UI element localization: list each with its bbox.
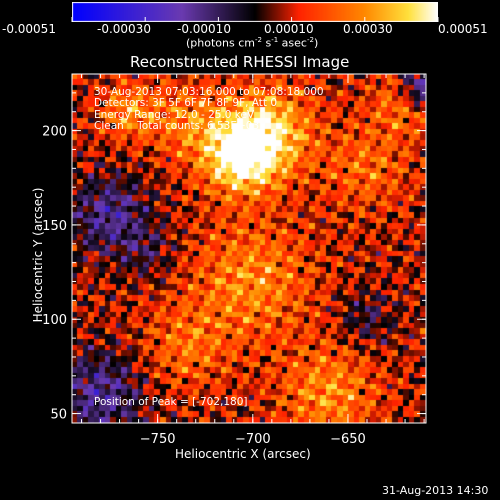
- annotation-energy-range: Energy Range: 12.0 - 25.0 keV: [94, 109, 255, 121]
- annotation-total-counts: Clean Total counts: 6.53E+03: [94, 120, 260, 132]
- annotation-time-range: 30-Aug-2013 07:03:16.000 to 07:08:18.000: [94, 86, 324, 98]
- y-tick-label: 150: [42, 219, 67, 234]
- x-tick-label: −750: [140, 432, 176, 447]
- x-axis-label: Heliocentric X (arcsec): [175, 447, 311, 461]
- colorbar: [72, 2, 438, 22]
- colorbar-tick-label: -0.00030: [97, 22, 151, 36]
- colorbar-units: (photons cm-2 s-1 asec-2): [186, 36, 319, 50]
- colorbar-tick-label: 0.00010: [264, 22, 314, 36]
- colorbar-tick-label: -0.00010: [177, 22, 231, 36]
- x-tick-label: −700: [235, 432, 271, 447]
- colorbar-tick-label: -0.00051: [2, 22, 56, 36]
- annotation-detectors: Detectors: 3F 5F 6F 7F 8F 9F, Att 0: [94, 97, 278, 109]
- y-tick-label: 100: [42, 313, 67, 328]
- y-tick-label: 50: [50, 408, 67, 423]
- x-tick-label: −650: [330, 432, 366, 447]
- peak-position-label: Position of Peak = [-702,180]: [94, 396, 248, 408]
- chart-title: Reconstructed RHESSI Image: [130, 53, 350, 71]
- y-axis-label: Heliocentric Y (arcsec): [31, 187, 45, 323]
- timestamp: 31-Aug-2013 14:30: [382, 484, 489, 497]
- colorbar-tick-label: 0.00051: [438, 22, 488, 36]
- colorbar-tick-label: 0.00030: [343, 22, 393, 36]
- y-tick-label: 200: [42, 125, 67, 140]
